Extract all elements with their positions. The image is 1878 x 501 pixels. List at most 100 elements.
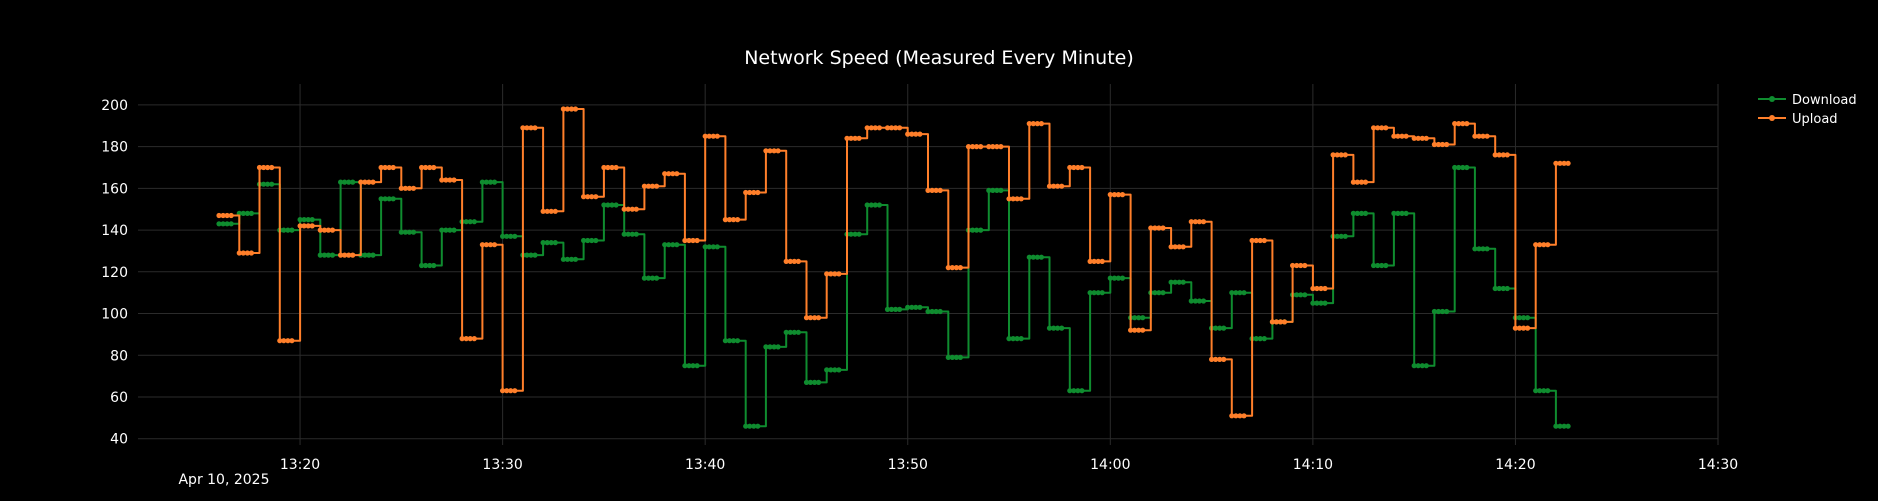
data-point[interactable]: [378, 164, 384, 171]
data-point[interactable]: [382, 196, 388, 202]
data-point[interactable]: [1192, 219, 1198, 225]
data-point[interactable]: [1099, 290, 1105, 296]
data-point[interactable]: [1156, 225, 1162, 231]
data-point[interactable]: [1302, 262, 1308, 269]
data-point[interactable]: [1237, 413, 1243, 419]
data-point[interactable]: [431, 262, 437, 269]
data-point[interactable]: [423, 164, 429, 171]
data-point[interactable]: [674, 171, 680, 177]
data-point[interactable]: [1480, 246, 1486, 252]
data-point[interactable]: [508, 388, 514, 394]
data-point[interactable]: [504, 388, 510, 394]
data-point[interactable]: [791, 258, 797, 264]
data-point[interactable]: [1476, 133, 1482, 139]
data-point[interactable]: [949, 354, 955, 360]
data-point[interactable]: [423, 262, 429, 269]
data-point[interactable]: [852, 231, 858, 237]
data-point[interactable]: [666, 171, 672, 177]
data-point[interactable]: [1079, 388, 1085, 394]
data-point[interactable]: [1290, 262, 1296, 269]
data-point[interactable]: [1383, 262, 1389, 269]
data-point[interactable]: [844, 135, 850, 141]
data-point[interactable]: [451, 227, 457, 233]
data-point[interactable]: [419, 164, 425, 171]
data-point[interactable]: [1087, 290, 1093, 296]
data-point[interactable]: [228, 212, 234, 219]
data-point[interactable]: [783, 329, 789, 335]
data-point[interactable]: [836, 271, 842, 277]
data-point[interactable]: [1217, 356, 1223, 362]
legend-item-upload[interactable]: Upload: [1758, 112, 1838, 127]
data-point[interactable]: [613, 202, 619, 208]
data-point[interactable]: [1484, 133, 1490, 139]
data-point[interactable]: [641, 183, 648, 189]
data-point[interactable]: [1209, 356, 1215, 362]
data-point[interactable]: [297, 217, 303, 223]
data-point[interactable]: [722, 217, 729, 223]
data-point[interactable]: [317, 252, 323, 258]
data-point[interactable]: [1435, 141, 1442, 148]
data-point[interactable]: [1525, 325, 1531, 331]
data-point[interactable]: [1140, 315, 1146, 321]
data-point[interactable]: [986, 144, 992, 150]
data-point[interactable]: [285, 338, 291, 344]
data-point[interactable]: [816, 315, 822, 321]
data-point[interactable]: [888, 306, 895, 312]
data-point[interactable]: [1557, 423, 1563, 429]
data-point[interactable]: [1233, 413, 1239, 419]
data-point[interactable]: [621, 231, 627, 237]
data-point[interactable]: [1330, 152, 1336, 158]
data-point[interactable]: [216, 221, 222, 227]
data-point[interactable]: [1010, 336, 1016, 342]
data-point[interactable]: [451, 177, 457, 183]
data-point[interactable]: [1379, 262, 1385, 269]
data-point[interactable]: [410, 185, 417, 191]
data-point[interactable]: [552, 208, 558, 214]
data-point[interactable]: [346, 252, 352, 258]
data-point[interactable]: [743, 423, 749, 429]
data-point[interactable]: [261, 181, 267, 187]
data-point[interactable]: [1160, 225, 1166, 231]
data-point[interactable]: [1046, 183, 1053, 189]
data-point[interactable]: [1444, 308, 1450, 315]
data-point[interactable]: [751, 423, 757, 429]
data-point[interactable]: [483, 242, 489, 248]
data-point[interactable]: [1492, 152, 1498, 158]
data-point[interactable]: [1565, 160, 1571, 166]
data-point[interactable]: [1172, 244, 1178, 250]
data-point[interactable]: [362, 252, 368, 258]
data-point[interactable]: [382, 164, 388, 171]
data-point[interactable]: [467, 336, 473, 342]
data-point[interactable]: [1221, 325, 1227, 331]
data-point[interactable]: [540, 208, 546, 214]
data-point[interactable]: [338, 179, 344, 185]
data-point[interactable]: [1132, 327, 1138, 333]
data-point[interactable]: [633, 231, 639, 237]
data-point[interactable]: [1281, 319, 1288, 325]
data-point[interactable]: [467, 219, 473, 225]
data-point[interactable]: [953, 354, 960, 360]
data-point[interactable]: [1111, 275, 1117, 281]
data-point[interactable]: [528, 125, 534, 131]
data-point[interactable]: [872, 202, 878, 208]
data-point[interactable]: [957, 354, 964, 360]
data-point[interactable]: [261, 164, 267, 171]
data-point[interactable]: [1435, 308, 1442, 315]
data-point[interactable]: [1545, 242, 1551, 248]
data-point[interactable]: [1188, 219, 1194, 225]
data-point[interactable]: [816, 379, 822, 385]
data-point[interactable]: [1480, 133, 1486, 139]
data-point[interactable]: [1419, 363, 1425, 369]
data-point[interactable]: [1439, 308, 1446, 315]
data-point[interactable]: [1140, 327, 1146, 333]
data-point[interactable]: [1464, 164, 1470, 171]
data-point[interactable]: [1419, 135, 1425, 141]
data-point[interactable]: [625, 231, 631, 237]
data-point[interactable]: [471, 219, 477, 225]
data-point[interactable]: [884, 125, 891, 131]
data-point[interactable]: [1464, 121, 1470, 127]
data-point[interactable]: [1261, 237, 1267, 244]
data-point[interactable]: [743, 189, 749, 196]
data-point[interactable]: [1051, 325, 1057, 331]
data-point[interactable]: [1188, 298, 1194, 304]
